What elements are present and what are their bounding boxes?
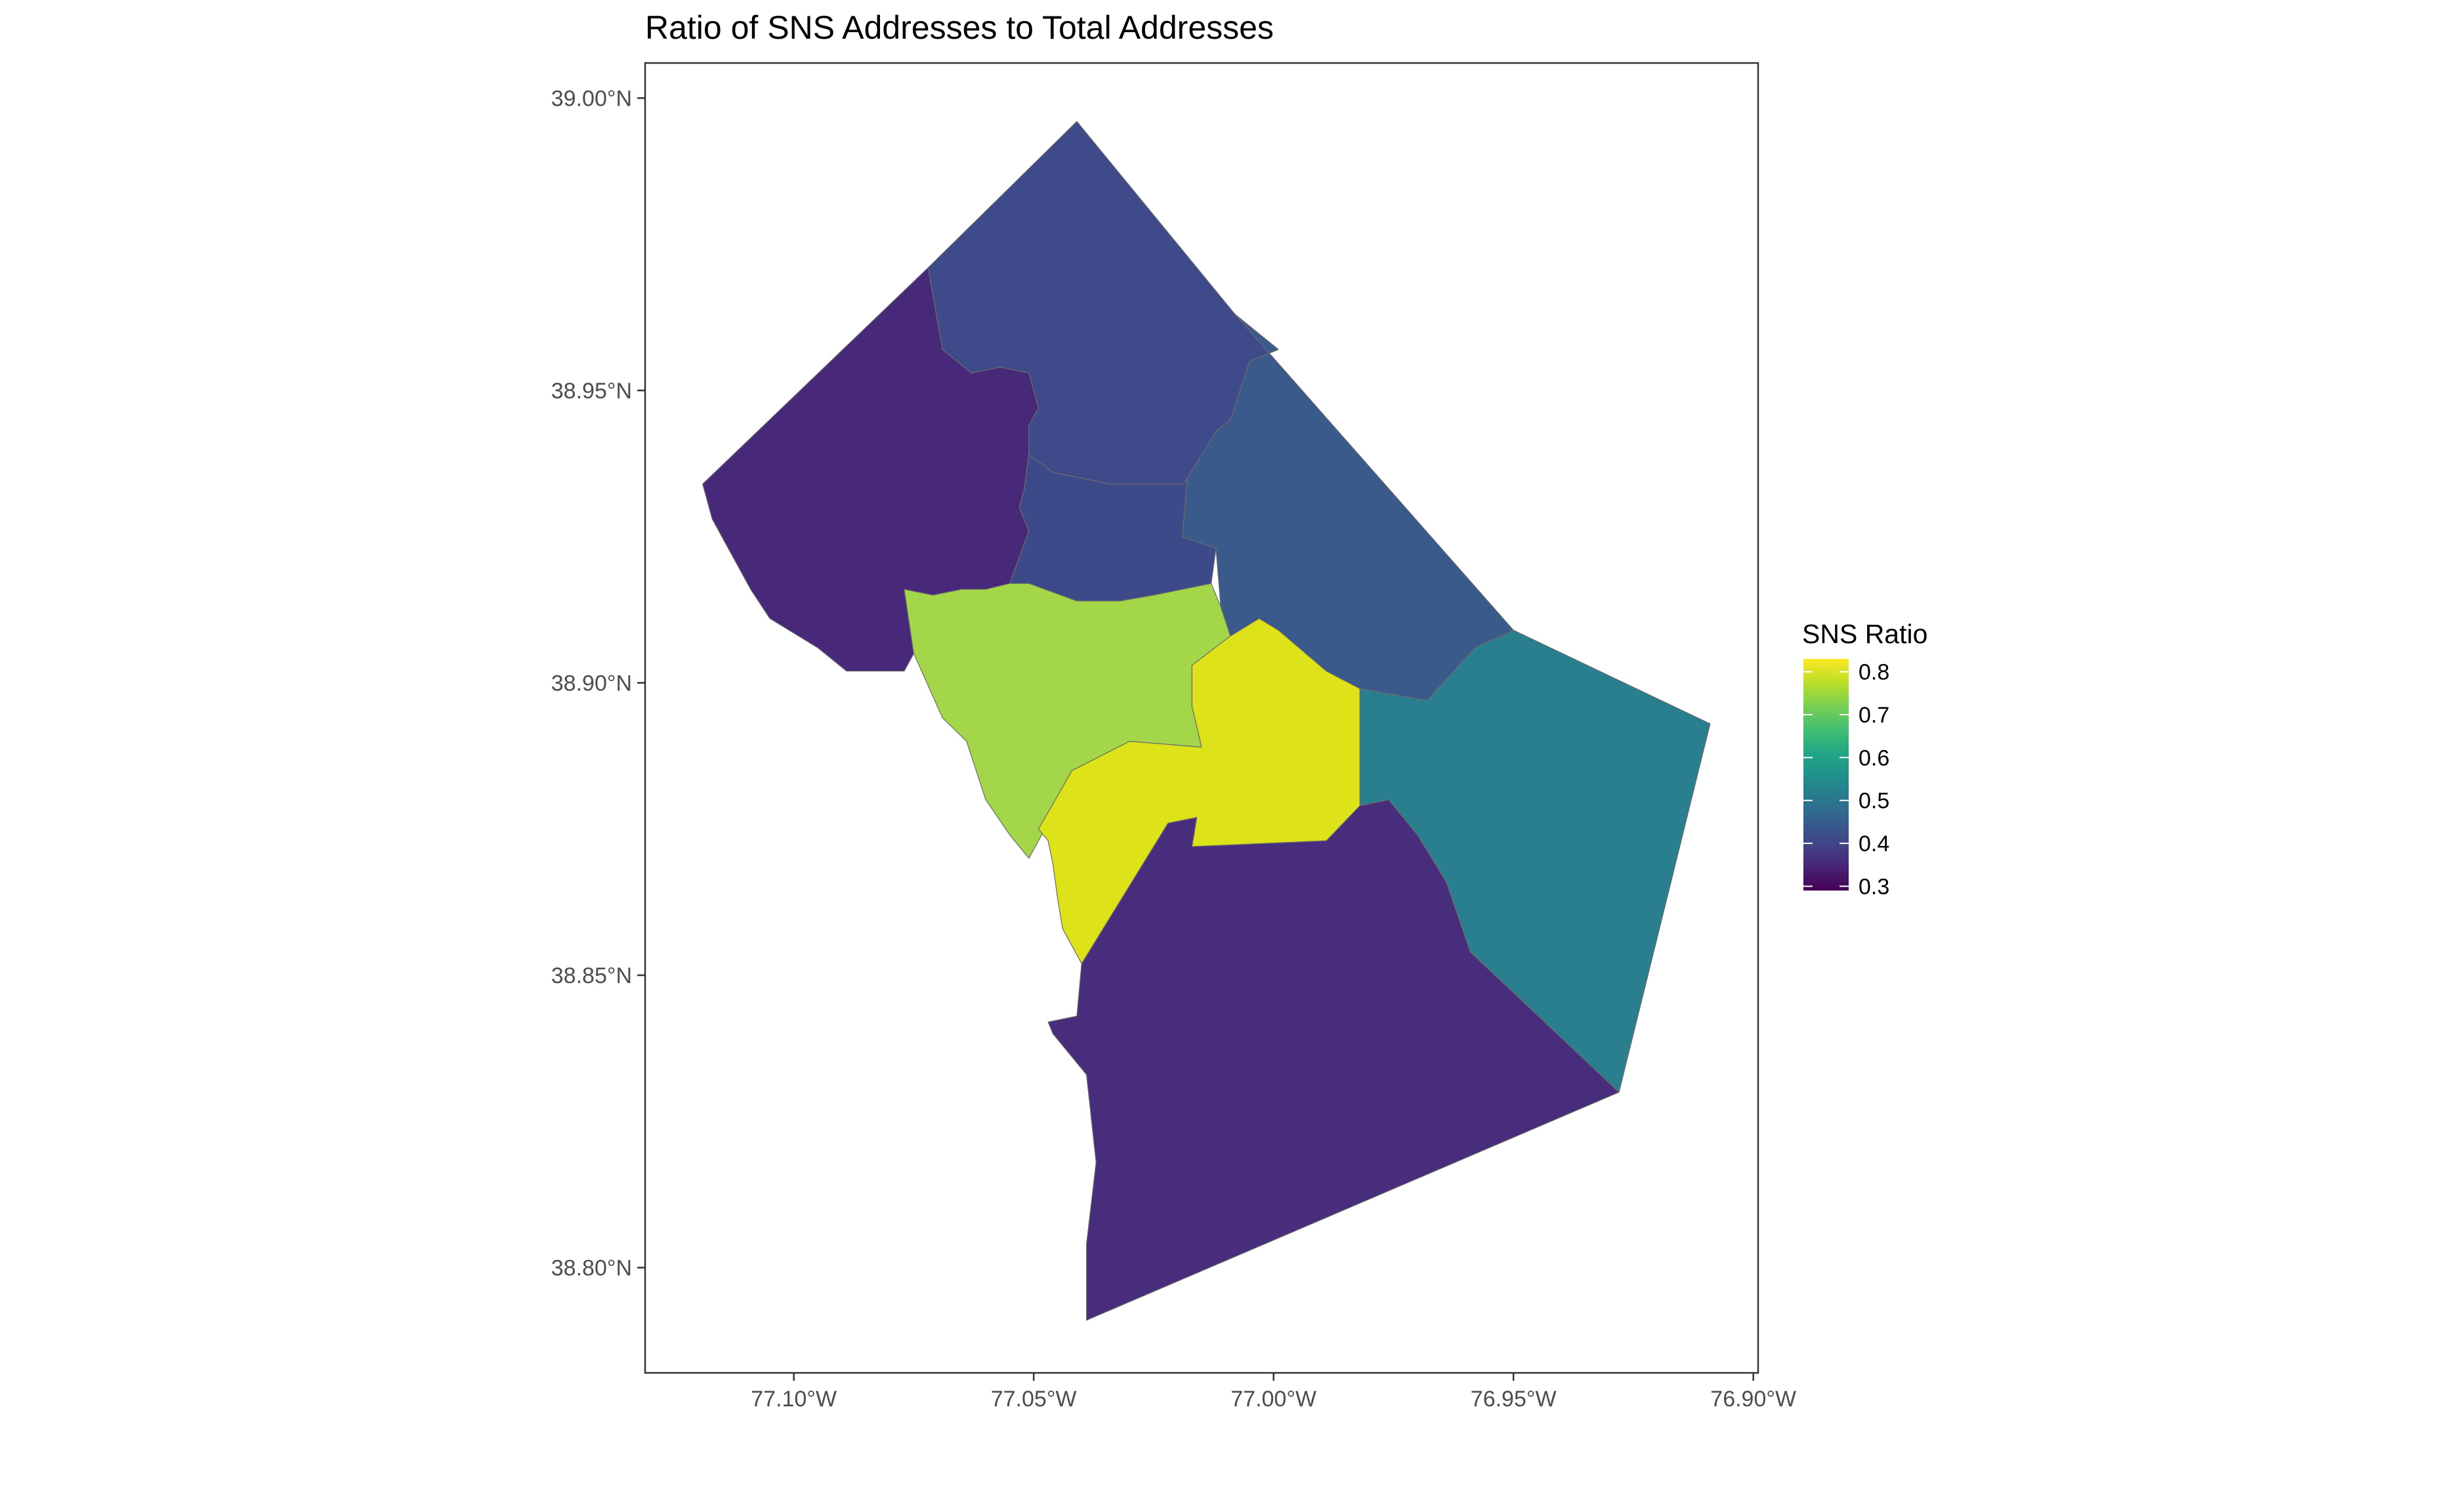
legend-label: 0.6 [1859,746,1889,770]
x-tick-label: 77.00°W [1230,1387,1316,1412]
y-tick-label: 38.85°N [551,963,632,988]
map-region-8 [1038,618,1389,964]
legend-label: 0.4 [1859,831,1889,856]
x-tick-label: 76.90°W [1710,1387,1796,1412]
x-tick-label: 77.05°W [991,1387,1077,1412]
legend: SNS Ratio 0.3 0.4 0.5 0.6 0.7 0.8 [1802,619,1927,899]
map-region-6 [1359,629,1711,1093]
y-tick-label: 38.80°N [551,1256,632,1281]
legend-label: 0.3 [1859,874,1889,899]
legend-colorbar [1803,659,1849,891]
legend-ticks: 0.3 0.4 0.5 0.6 0.7 0.8 [1803,660,1889,899]
legend-label: 0.7 [1859,703,1889,728]
x-axis: 77.10°W 77.05°W 77.00°W 76.95°W 76.90°W [751,1373,1796,1412]
y-tick-label: 39.00°N [551,86,632,111]
panel-border [644,62,1759,1374]
y-tick-label: 38.95°N [551,379,632,404]
legend-label: 0.5 [1859,789,1889,814]
x-tick-label: 76.95°W [1471,1387,1557,1412]
y-axis: 38.80°N 38.85°N 38.90°N 38.95°N 39.00°N [551,86,645,1281]
y-tick-label: 38.90°N [551,671,632,696]
legend-title: SNS Ratio [1802,619,1927,649]
map-regions [702,121,1711,1321]
plot-title: Ratio of SNS Addresses to Total Addresse… [645,9,1274,46]
legend-label: 0.8 [1859,660,1889,685]
x-tick-label: 77.10°W [751,1387,837,1412]
